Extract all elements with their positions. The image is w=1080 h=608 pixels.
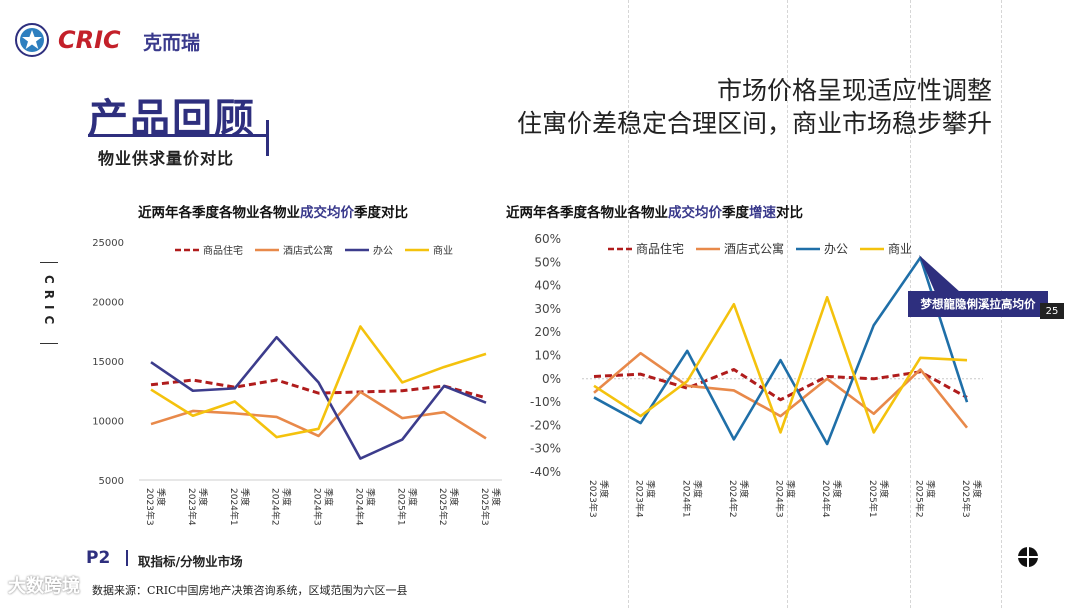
headline: 市场价格呈现适应性调整 住寓价差稳定合理区间，商业市场稳步攀升: [517, 74, 992, 140]
left-chart-title-highlight: 成交均价: [300, 205, 354, 221]
x-tick-label: 2025年2 季度: [437, 488, 460, 526]
left-chart-title-pre: 近两年各季度各物业各物业: [138, 205, 300, 221]
svg-text:季度: 季度: [239, 488, 251, 506]
svg-text:季度: 季度: [448, 488, 460, 506]
svg-text:2025年1: 2025年1: [395, 488, 407, 526]
x-tick-label: 2024年3 季度: [312, 488, 335, 526]
right-chart-title-highlight-2: 增速: [749, 205, 776, 221]
svg-text:2024年2: 2024年2: [270, 488, 282, 526]
left-chart-title-post: 季度对比: [354, 205, 408, 221]
series-line-办公: [150, 335, 487, 460]
right-chart-title-highlight: 成交均价: [668, 205, 722, 221]
page-separator: [126, 550, 128, 566]
series-line-酒店式公寓: [150, 390, 487, 440]
headline-line-1: 市场价格呈现适应性调整: [716, 76, 992, 105]
x-tick-label: 2025年1 季度: [395, 488, 418, 526]
svg-text:季度: 季度: [281, 488, 293, 506]
svg-text:季度: 季度: [490, 488, 502, 506]
svg-text:2024年1: 2024年1: [228, 488, 240, 526]
headline-line-2: 住寓价差稳定合理区间，商业市场稳步攀升: [516, 109, 992, 138]
svg-text:2025年2: 2025年2: [437, 488, 449, 526]
page-number: P2: [86, 548, 111, 568]
y-tick-label: 5000: [99, 476, 124, 487]
right-chart-title-pre: 近两年各季度各物业各物业: [506, 205, 668, 221]
legend-label: 办公: [373, 244, 393, 257]
svg-text:季度: 季度: [323, 488, 335, 506]
y-tick-label: 15000: [92, 357, 124, 368]
right-chart-title: 近两年各季度各物业各物业成交均价季度增速对比: [506, 201, 803, 221]
svg-text:季度: 季度: [197, 488, 209, 506]
x-tick-label: 2023年3 季度: [144, 488, 167, 526]
svg-text:季度: 季度: [406, 488, 418, 506]
title-underline: [88, 134, 268, 137]
y-tick-label: 25000: [92, 238, 124, 249]
legend-label: 商业: [433, 244, 453, 257]
brand-wordmark: CRIC: [58, 26, 121, 54]
svg-text:季度: 季度: [364, 488, 376, 506]
x-tick-label: 2024年4 季度: [353, 488, 376, 526]
data-source: 数据来源：CRIC中国房地产决策咨询系统，区域范围为六区一县: [92, 584, 408, 597]
left-chart-title: 近两年各季度各物业各物业成交均价季度对比: [138, 201, 408, 221]
legend-label: 商品住宅: [203, 244, 243, 257]
x-tick-label: 2024年2 季度: [270, 488, 293, 526]
x-tick-label: 2025年3 季度: [479, 488, 502, 526]
cric-logo: [14, 22, 50, 58]
legend-label: 酒店式公寓: [283, 244, 333, 257]
side-cric-text: CRIC: [42, 275, 56, 331]
x-tick-label: 2024年1 季度: [228, 488, 251, 526]
x-tick-label: 2023年4 季度: [186, 488, 209, 526]
title-divider: [266, 120, 269, 156]
brand-chinese: 克而瑞: [143, 32, 201, 54]
svg-text:2023年3: 2023年3: [144, 488, 156, 526]
page-section-label: 取指标/分物业市场: [138, 554, 243, 569]
watermark-text: 大数跨境: [8, 576, 80, 597]
svg-text:季度: 季度: [155, 488, 167, 506]
right-chart-title-mid: 季度: [722, 205, 749, 221]
tooltip-value: 25: [1040, 303, 1064, 319]
crosshair-icon: [1017, 546, 1039, 572]
svg-text:2024年3: 2024年3: [312, 488, 324, 526]
side-cric-tag: CRIC: [40, 262, 58, 344]
y-tick-label: 10000: [92, 417, 124, 428]
svg-text:2025年3: 2025年3: [479, 488, 491, 526]
cric-emblem-icon: [15, 23, 49, 57]
svg-text:2024年4: 2024年4: [353, 488, 365, 526]
tooltip-annotation: 梦想龍隐俐溪拉高均价: [908, 291, 1048, 317]
y-tick-label: 20000: [92, 298, 124, 309]
page-subtitle: 物业供求量价对比: [98, 149, 235, 168]
right-chart-title-post: 对比: [776, 205, 803, 221]
svg-text:2023年4: 2023年4: [186, 488, 198, 526]
